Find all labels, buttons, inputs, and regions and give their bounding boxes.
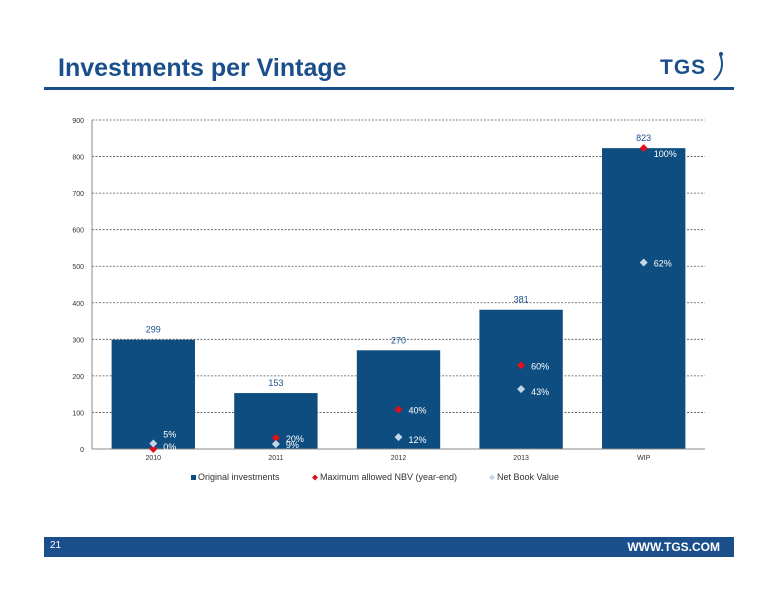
legend-swatch-nbv <box>489 474 495 481</box>
y-tick-label: 500 <box>72 264 84 271</box>
footer-bar: 21 WWW.TGS.COM <box>44 537 734 557</box>
legend-label-original: Original investments <box>198 472 280 482</box>
x-tick-label: 2012 <box>391 455 407 462</box>
logo-text: TGS <box>660 56 707 79</box>
nbv-marker <box>639 258 648 267</box>
legend-swatch-max-nbv <box>312 474 318 481</box>
tgs-logo: TGS <box>660 50 730 84</box>
y-tick-label: 200 <box>72 374 84 381</box>
y-tick-label: 600 <box>72 228 84 235</box>
bar-value-label: 153 <box>268 378 283 388</box>
title-divider <box>44 87 734 90</box>
website-link[interactable]: WWW.TGS.COM <box>627 540 720 554</box>
nbv-marker <box>517 385 526 394</box>
y-tick-label: 300 <box>72 337 84 344</box>
bar <box>479 309 563 449</box>
bars: 299 153 270 381 823 <box>111 133 686 450</box>
max-nbv-label: 100% <box>654 149 677 159</box>
page-number: 21 <box>50 540 62 551</box>
bar <box>356 350 441 449</box>
nbv-label: 12% <box>409 435 427 445</box>
x-axis: 2010 2011 2012 2013 WIP <box>92 448 705 462</box>
x-tick-label: WIP <box>637 455 651 462</box>
max-nbv-label: 60% <box>531 361 549 371</box>
bar-value-label: 299 <box>146 325 161 335</box>
y-tick-label: 100 <box>72 410 84 417</box>
y-tick-label: 900 <box>72 118 84 125</box>
bar-value-label: 270 <box>391 335 406 345</box>
slide-title: Investments per Vintage <box>58 54 347 82</box>
x-tick-label: 2011 <box>268 455 283 462</box>
nbv-label: 62% <box>654 258 672 268</box>
markers: 0% 20% 40% 60% 100% 5% 9% 12% 43% 62% <box>149 144 677 453</box>
legend-label-max-nbv: Maximum allowed NBV (year-end) <box>320 472 457 482</box>
y-axis: 0 100 200 300 400 500 600 700 800 900 <box>72 118 93 454</box>
max-nbv-label: 20% <box>286 434 304 444</box>
max-nbv-label: 40% <box>409 406 427 416</box>
nbv-label: 9% <box>286 440 299 450</box>
nbv-marker <box>271 439 280 448</box>
legend-label-nbv: Net Book Value <box>497 472 559 482</box>
max-nbv-label: 0% <box>163 442 176 452</box>
max-nbv-marker <box>639 144 648 153</box>
bar <box>602 148 686 450</box>
logo-swoosh-icon <box>713 52 723 81</box>
legend: Original investments Maximum allowed NBV … <box>191 472 559 482</box>
bar-value-label: 381 <box>514 295 529 305</box>
bar <box>111 339 195 449</box>
y-tick-label: 700 <box>72 191 84 198</box>
nbv-label: 43% <box>531 387 549 397</box>
max-nbv-marker <box>149 445 158 453</box>
max-nbv-marker <box>394 405 403 414</box>
bar-value-label: 823 <box>636 133 651 143</box>
y-tick-label: 800 <box>72 155 84 162</box>
x-tick-label: 2010 <box>146 455 162 462</box>
legend-swatch-original <box>191 475 196 480</box>
y-tick-label: 400 <box>72 301 84 308</box>
nbv-label: 5% <box>163 430 176 440</box>
nbv-marker <box>149 439 158 448</box>
max-nbv-marker <box>517 361 526 370</box>
y-tick-label: 0 <box>80 447 84 454</box>
nbv-marker <box>394 433 403 442</box>
x-tick-label: 2013 <box>513 455 529 462</box>
max-nbv-marker <box>271 433 280 442</box>
